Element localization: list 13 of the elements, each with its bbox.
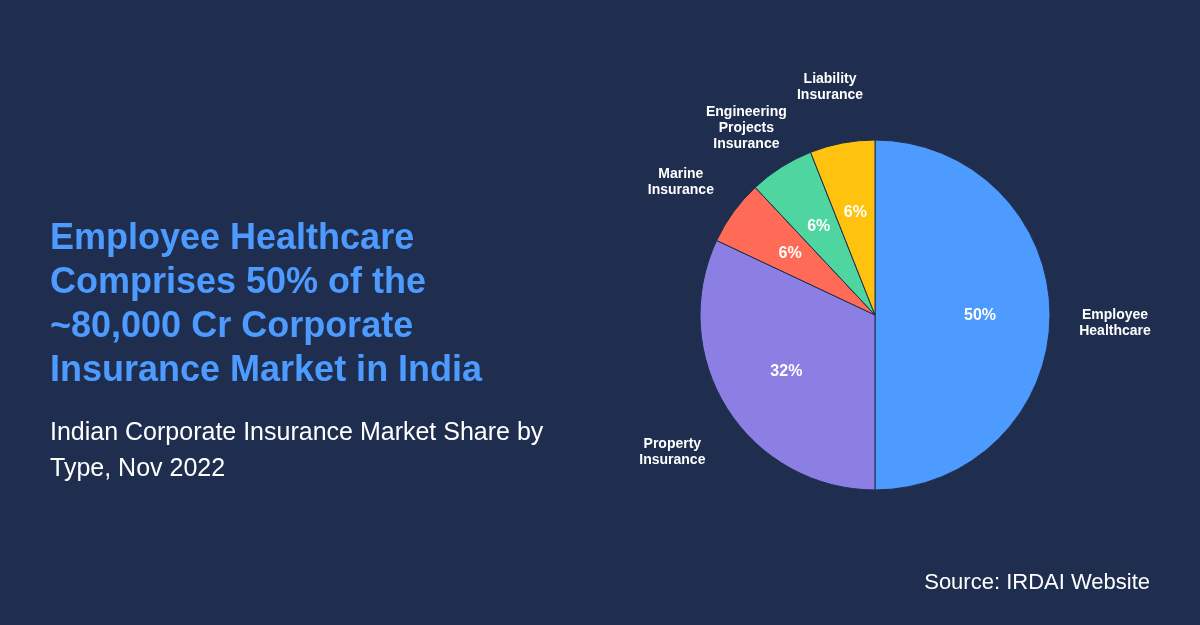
slice-label: Employee Healthcare [1079,306,1152,338]
text: Indian Corporate Insurance Market Share by Type, Nov 2022 [50,416,545,483]
data-label: 6% [778,244,802,262]
data-label: 6% [843,202,867,220]
slice-label: Liability Insurance [796,70,864,103]
data-label: 50% [963,306,997,323]
data-label: 6% [807,217,831,235]
text: Employee Healthcare Comprises 50% of the ~80,000 Cr Corporate Insurance Market in India [50,215,484,391]
data-label: 32% [770,362,803,380]
source-note: Source: IRDAI Website [924,569,1150,595]
slice-label: Property Insurance [639,434,706,467]
slice-label: Marine Insurance [647,164,715,197]
slice-label: Engineering Projects Insurance [705,103,787,152]
